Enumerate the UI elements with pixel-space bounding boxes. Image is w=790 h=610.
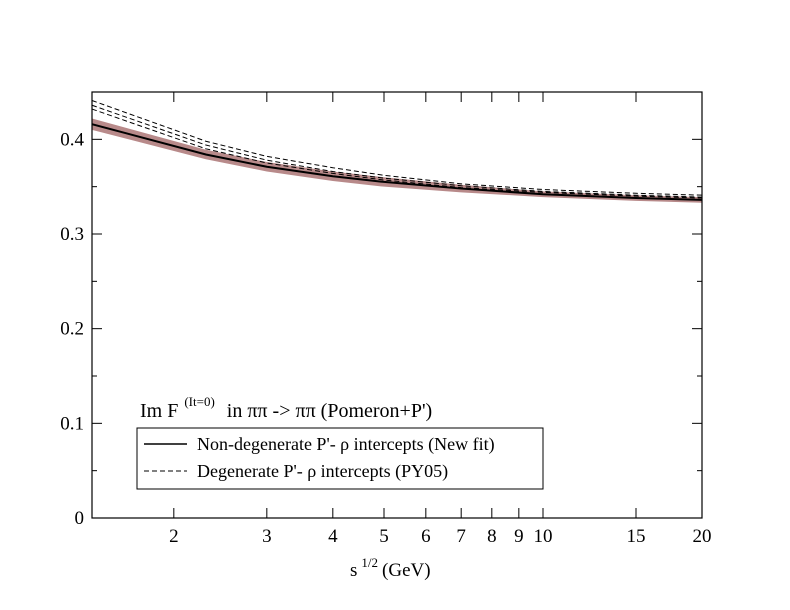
- x-tick-label-6: 8: [487, 526, 497, 547]
- tick-layer: 2 3 4 5 6 7 8 9 10 15 20 0 0.1 0.2 0.3 0.4: [60, 92, 712, 547]
- y-tick-label-0: 0: [75, 508, 85, 529]
- x-tick-label-4: 6: [421, 526, 431, 547]
- x-tick-label-9: 15: [627, 526, 646, 547]
- y-tick-label-4: 0.4: [60, 129, 84, 150]
- series-line-3: [91, 108, 703, 199]
- error-band-layer: [92, 118, 702, 203]
- y-tick-label-2: 0.2: [60, 319, 84, 340]
- series-layer: [91, 100, 703, 201]
- x-tick-label-5: 7: [456, 526, 466, 547]
- y-tick-label-3: 0.3: [60, 224, 84, 245]
- legend-label-py05: Degenerate P'- ρ intercepts (PY05): [197, 461, 448, 482]
- series-line-2: [91, 104, 703, 198]
- x-tick-label-0: 2: [169, 526, 179, 547]
- series-line-1: [91, 100, 703, 196]
- axis-layer: [91, 91, 703, 519]
- legend-label-new-fit: Non-degenerate P'- ρ intercepts (New fit…: [197, 434, 495, 455]
- x-tick-label-10: 20: [693, 526, 712, 547]
- x-tick-label-3: 5: [379, 526, 389, 547]
- x-tick-label-1: 3: [262, 526, 272, 547]
- series-line-0: [91, 123, 703, 201]
- y-tick-label-1: 0.1: [60, 413, 84, 434]
- legend: Non-degenerate P'- ρ intercepts (New fit…: [136, 427, 544, 490]
- legend-box: [136, 427, 544, 490]
- x-tick-label-7: 9: [514, 526, 524, 547]
- error-band-0: [92, 118, 702, 203]
- x-axis-label: s 1/2 (GeV): [350, 555, 431, 581]
- x-tick-label-2: 4: [328, 526, 338, 547]
- chart-annotation: Im F (It=0) in ππ -> ππ (Pomeron+P'): [140, 394, 432, 422]
- plot-frame: [91, 91, 703, 519]
- x-tick-label-8: 10: [534, 526, 553, 547]
